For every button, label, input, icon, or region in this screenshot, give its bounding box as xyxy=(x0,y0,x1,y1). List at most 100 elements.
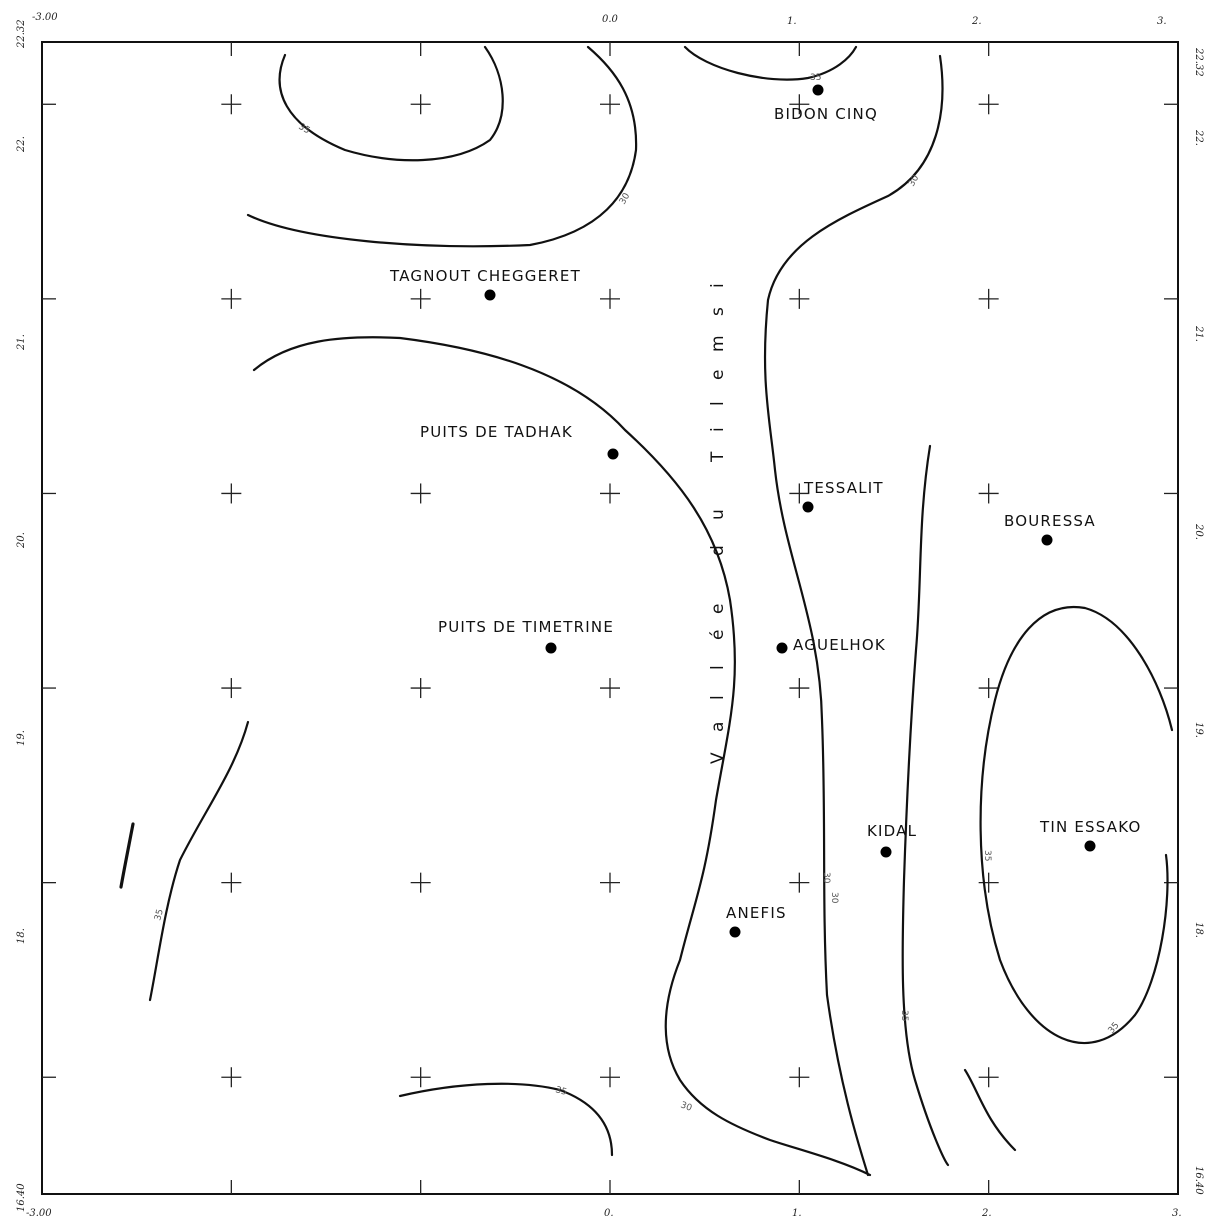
valley-letter-0: V xyxy=(708,752,728,764)
grid-cross xyxy=(789,483,810,504)
axis-label-right-0: 22.32 xyxy=(1193,47,1204,77)
axis-label-top-4: 3. xyxy=(1157,16,1167,27)
axis-label-right-3: 20. xyxy=(1193,523,1204,540)
grid-cross xyxy=(978,288,999,309)
valley-letter-10: l xyxy=(708,401,728,406)
place-tagnout-cheggeret: TAGNOUT CHEGGERET xyxy=(389,267,581,301)
grid-cross xyxy=(410,483,431,504)
grid-cross xyxy=(221,872,242,893)
contour-label-6: 30 xyxy=(829,892,839,904)
contour-east-valley xyxy=(901,444,950,1167)
contour-tin-essako-loop xyxy=(979,605,1174,1045)
valley-letter-8: T xyxy=(708,451,728,463)
contour-north-west-curve xyxy=(246,45,638,248)
place-puits-de-timetrine: PUITS DE TIMETRINE xyxy=(438,618,614,654)
valley-letter-3: l xyxy=(708,665,728,670)
valley-letter-5: e xyxy=(708,604,728,614)
valley-letter-7: u xyxy=(708,509,728,520)
place-dot xyxy=(545,642,557,654)
grid-cross xyxy=(789,1067,810,1088)
grid-cross xyxy=(978,1067,999,1088)
valley-letter-9: i xyxy=(708,427,728,432)
place-label: PUITS DE TADHAK xyxy=(420,423,573,441)
axis-label-left-5: 18. xyxy=(16,928,27,944)
axis-label-top-1: 0.0 xyxy=(602,14,619,25)
contour-central-west xyxy=(252,336,872,1177)
axis-label-top-2: 1. xyxy=(787,16,797,27)
contour-west-short xyxy=(119,822,135,889)
valley-letter-4: é xyxy=(708,630,728,640)
graticule-crosses xyxy=(221,94,999,1088)
axis-labels-left: 22.32 22. 21. 20. 19. 18. 16.40 xyxy=(16,19,27,1212)
place-label: TESSALIT xyxy=(803,479,884,497)
contour-label-0: 35 xyxy=(297,122,312,136)
contour-labels: 35 30 30 35 30 35 30 35 35 30 35 35 xyxy=(153,73,1121,1114)
axis-label-left-0: 22.32 xyxy=(16,19,27,49)
grid-cross xyxy=(600,872,620,893)
place-dot xyxy=(812,84,824,96)
contour-label-5: 35 xyxy=(899,1010,909,1021)
place-markers: BIDON CINQ TAGNOUT CHEGGERET PUITS DE TA… xyxy=(389,84,1140,938)
valley-letter-6: d xyxy=(708,545,728,556)
axis-label-top-0: -3.00 xyxy=(32,12,58,23)
axis-label-left-6: 16.40 xyxy=(16,1183,27,1212)
contour-label-11: 35 xyxy=(153,908,166,922)
axis-label-bottom-1: 0. xyxy=(604,1208,614,1219)
axis-label-top-3: 2. xyxy=(971,16,982,27)
contour-south-arc xyxy=(398,1082,614,1157)
contour-lines xyxy=(119,45,1174,1177)
grid-cross xyxy=(410,94,431,115)
axis-label-left-4: 19. xyxy=(16,730,27,746)
grid-cross xyxy=(978,94,999,115)
valley-letter-14: i xyxy=(708,283,728,288)
place-bidon-cinq: BIDON CINQ xyxy=(774,84,878,123)
valley-letter-12: m xyxy=(708,335,728,352)
place-label: TAGNOUT CHEGGERET xyxy=(389,267,581,285)
axis-label-right-5: 18. xyxy=(1193,922,1204,938)
axis-label-left-1: 22. xyxy=(16,136,27,153)
place-puits-de-tadhak: PUITS DE TADHAK xyxy=(420,423,619,460)
contour-label-3: 35 xyxy=(810,73,821,83)
grid-cross xyxy=(221,483,242,504)
place-aguelhok: AGUELHOK xyxy=(776,636,885,654)
place-dot xyxy=(802,501,814,513)
grid-cross xyxy=(789,872,810,893)
contour-north-loop xyxy=(278,45,504,162)
valley-letter-11: e xyxy=(708,370,728,380)
axis-labels-right: 22.32 22. 21. 20. 19. 18. 16.40 xyxy=(1193,47,1204,1195)
contour-west-diagonal xyxy=(148,720,250,1002)
contour-valley-east xyxy=(763,54,944,1177)
valley-label: V a l l é e d u T i l e m s i xyxy=(708,283,728,764)
place-label: PUITS DE TIMETRINE xyxy=(438,618,614,636)
axis-label-bottom-4: 3. xyxy=(1172,1208,1182,1219)
grid-cross xyxy=(600,288,620,309)
contour-label-10: 35 xyxy=(554,1085,568,1098)
grid-cross xyxy=(221,1067,242,1088)
axis-labels-top: -3.00 0.0 1. 2. 3. xyxy=(32,12,1167,27)
grid-cross xyxy=(789,288,810,309)
place-kidal: KIDAL xyxy=(867,822,916,858)
place-dot xyxy=(484,289,496,301)
axis-label-bottom-3: 2. xyxy=(981,1208,992,1219)
grid-cross xyxy=(789,678,810,699)
axis-label-bottom-0: -3.00 xyxy=(26,1208,52,1219)
axis-label-right-1: 22. xyxy=(1193,129,1204,146)
grid-cross xyxy=(410,678,431,699)
place-label: BOURESSA xyxy=(1004,512,1096,530)
place-dot xyxy=(729,926,741,938)
grid-cross xyxy=(600,94,620,115)
place-dot xyxy=(776,642,788,654)
grid-cross xyxy=(221,678,242,699)
place-dot xyxy=(1041,534,1053,546)
grid-cross xyxy=(789,94,810,115)
place-label: BIDON CINQ xyxy=(774,105,878,123)
grid-cross xyxy=(410,1067,431,1088)
contour-label-8: 35 xyxy=(1107,1021,1122,1036)
grid-cross xyxy=(600,678,620,699)
grid-cross xyxy=(600,1067,620,1088)
grid-cross xyxy=(600,483,620,504)
place-anefis: ANEFIS xyxy=(726,904,786,938)
grid-cross xyxy=(978,483,999,504)
